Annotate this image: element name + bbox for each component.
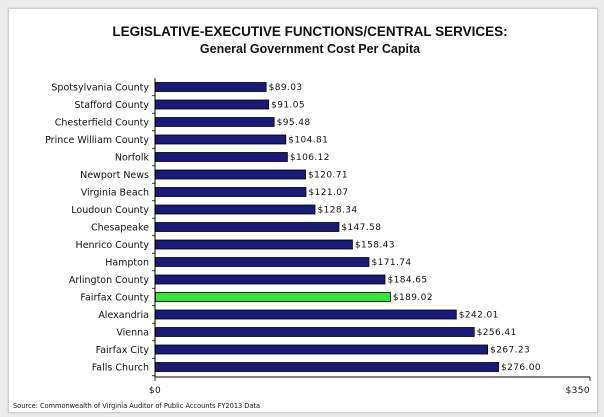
category-label: Loudoun County — [71, 205, 149, 216]
category-label: Alexandria — [98, 310, 149, 321]
chart-title: LEGISLATIVE-EXECUTIVE FUNCTIONS/CENTRAL … — [112, 24, 507, 39]
bar — [155, 117, 275, 127]
value-label: $256.41 — [477, 328, 517, 338]
category-label: Spotsylvania County — [51, 83, 149, 94]
value-label: $89.03 — [269, 83, 303, 93]
category-label: Norfolk — [115, 153, 150, 164]
category-label: Virginia Beach — [81, 188, 149, 199]
bar — [155, 187, 307, 197]
bar — [155, 239, 353, 250]
category-label: Henrico County — [76, 240, 150, 251]
category-label: Hampton — [105, 258, 149, 269]
category-label: Fairfax County — [80, 293, 149, 304]
bar — [155, 82, 267, 92]
bar — [155, 257, 370, 267]
value-label: $91.05 — [271, 101, 305, 111]
value-label: $276.00 — [501, 363, 541, 373]
bar-chart: LEGISLATIVE-EXECUTIVE FUNCTIONS/CENTRAL … — [13, 24, 591, 410]
value-label: $121.07 — [308, 188, 348, 198]
value-label: $184.65 — [387, 276, 427, 286]
category-label: Vienna — [116, 328, 149, 339]
x-tick-label: $0 — [149, 386, 161, 396]
bar — [155, 309, 457, 320]
category-label: Chesterfield County — [55, 118, 150, 129]
value-label: $242.01 — [459, 311, 499, 321]
bar-highlighted — [155, 292, 391, 302]
value-label: $95.48 — [277, 118, 311, 128]
source-note: Source: Commonwealth of Virginia Auditor… — [13, 402, 260, 410]
bar — [155, 152, 288, 162]
value-label: $106.12 — [290, 153, 330, 163]
bar — [155, 362, 499, 372]
value-label: $267.23 — [490, 346, 530, 356]
bar — [155, 204, 316, 215]
value-label: $128.34 — [318, 206, 358, 216]
category-label: Arlington County — [69, 275, 150, 286]
category-label: Prince William County — [45, 135, 149, 146]
bar — [155, 99, 270, 110]
bar — [155, 344, 489, 355]
category-label: Falls Church — [92, 363, 149, 374]
bar — [155, 169, 306, 180]
category-label: Fairfax City — [96, 345, 150, 356]
bars-group: Spotsylvania County $89.03 Stafford County… — [45, 82, 541, 374]
bar — [155, 327, 475, 337]
value-label: $158.43 — [355, 241, 395, 251]
value-label: $104.81 — [288, 136, 328, 146]
x-tick-label: $350 — [565, 386, 590, 396]
chart-frame: LEGISLATIVE-EXECUTIVE FUNCTIONS/CENTRAL … — [8, 8, 598, 413]
value-label: $120.71 — [308, 171, 348, 181]
category-label: Newport News — [80, 170, 149, 181]
bar — [155, 274, 386, 285]
value-label: $171.74 — [371, 258, 411, 268]
axes-group: $0 $350 — [149, 78, 591, 396]
chart-subtitle: General Government Cost Per Capita — [200, 42, 421, 56]
value-label: $189.02 — [393, 293, 433, 303]
bar — [155, 134, 287, 145]
bar — [155, 222, 340, 232]
value-label: $147.58 — [341, 223, 381, 233]
category-label: Chesapeake — [91, 223, 149, 234]
category-label: Stafford County — [74, 100, 149, 111]
